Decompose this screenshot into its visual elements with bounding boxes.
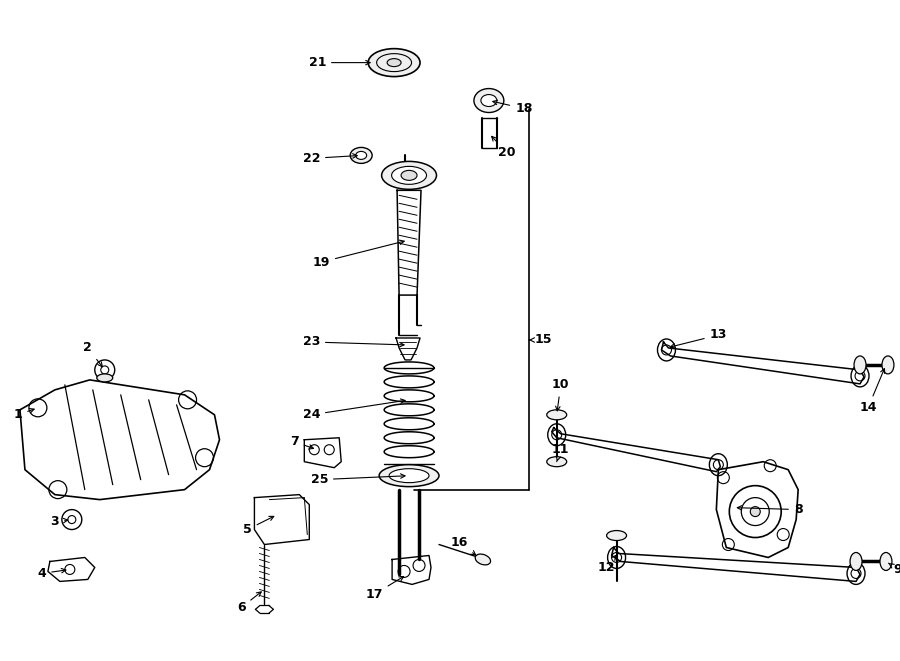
Text: 10: 10 — [552, 378, 570, 411]
Text: 12: 12 — [598, 555, 616, 574]
Ellipse shape — [481, 95, 497, 106]
Text: 21: 21 — [309, 56, 370, 69]
Ellipse shape — [546, 457, 567, 467]
Text: 2: 2 — [84, 342, 103, 367]
Ellipse shape — [387, 59, 401, 67]
Text: 23: 23 — [302, 336, 404, 348]
Text: 11: 11 — [552, 444, 570, 461]
Text: 7: 7 — [290, 435, 313, 449]
Text: 4: 4 — [38, 567, 66, 580]
Text: 19: 19 — [312, 240, 404, 268]
Ellipse shape — [382, 161, 436, 189]
Ellipse shape — [350, 147, 372, 163]
Circle shape — [751, 506, 760, 517]
Ellipse shape — [475, 554, 491, 565]
Text: 25: 25 — [310, 473, 405, 486]
Text: 20: 20 — [491, 136, 516, 159]
Text: 1: 1 — [14, 408, 34, 421]
Text: 14: 14 — [860, 369, 885, 414]
Ellipse shape — [368, 49, 420, 77]
Ellipse shape — [379, 465, 439, 486]
Text: 16: 16 — [450, 536, 476, 555]
Text: 9: 9 — [888, 563, 900, 576]
Ellipse shape — [607, 531, 626, 541]
Text: 3: 3 — [50, 515, 68, 528]
Ellipse shape — [356, 151, 366, 159]
Text: 17: 17 — [365, 576, 403, 601]
Text: 13: 13 — [670, 329, 727, 348]
Ellipse shape — [392, 167, 427, 184]
Ellipse shape — [882, 356, 894, 374]
Ellipse shape — [401, 171, 417, 180]
Ellipse shape — [474, 89, 504, 112]
Ellipse shape — [880, 553, 892, 570]
Circle shape — [68, 516, 76, 524]
Text: 18: 18 — [493, 100, 533, 115]
Text: 24: 24 — [302, 399, 405, 421]
Text: 22: 22 — [302, 152, 357, 165]
Ellipse shape — [97, 374, 112, 382]
Ellipse shape — [854, 356, 866, 374]
Text: 6: 6 — [237, 592, 261, 614]
Ellipse shape — [546, 410, 567, 420]
Text: 5: 5 — [243, 516, 274, 536]
Text: 15: 15 — [529, 334, 553, 346]
Ellipse shape — [850, 553, 862, 570]
Ellipse shape — [389, 469, 429, 483]
Text: 8: 8 — [737, 503, 803, 516]
